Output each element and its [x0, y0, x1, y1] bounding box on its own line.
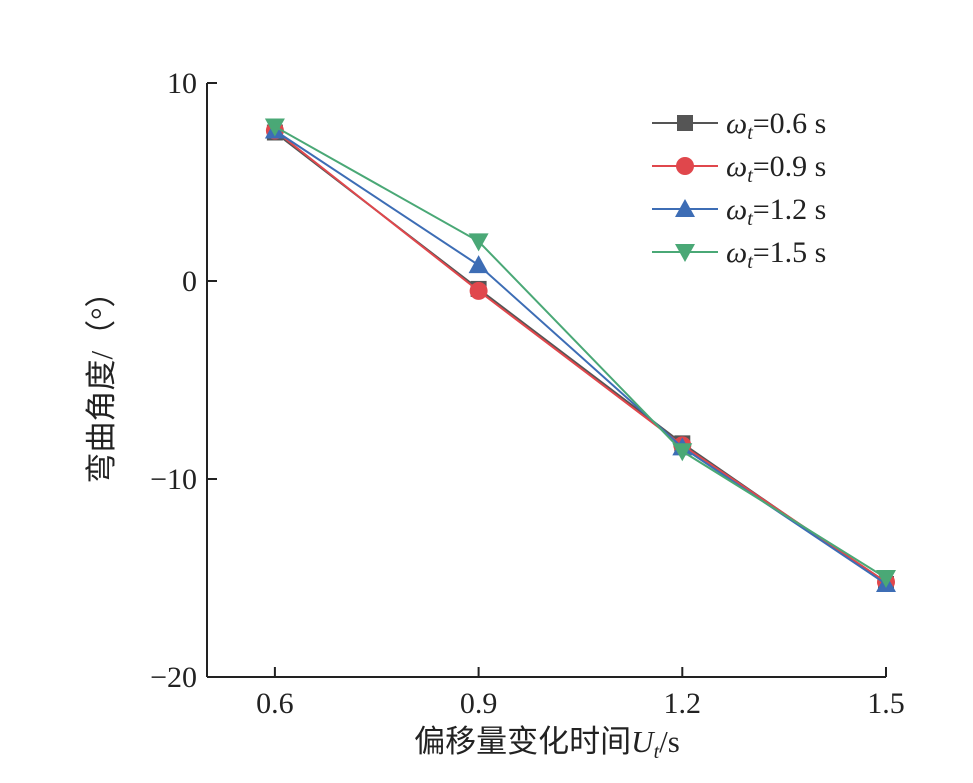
legend-subscript: t — [747, 165, 753, 187]
y-tick-label: −20 — [150, 661, 197, 694]
legend-value: =0.6 s — [753, 107, 827, 140]
y-tick-label: −10 — [150, 463, 197, 496]
data-point — [468, 233, 489, 252]
x-axis-title-sub: t — [654, 741, 660, 763]
legend-item: ωt=0.9 s — [652, 150, 826, 187]
x-axis-title-unit: /s — [659, 724, 680, 759]
legend-marker — [675, 244, 695, 262]
axes — [206, 83, 886, 678]
legend-value: =0.9 s — [753, 150, 827, 183]
legend-label: ωt=1.2 s — [726, 193, 826, 230]
y-tick-label: 10 — [167, 67, 197, 100]
data-point — [672, 443, 693, 462]
x-tick-label: 1.2 — [664, 687, 702, 720]
x-axis-title-var: U — [631, 724, 656, 759]
x-tick-label: 1.5 — [867, 687, 905, 720]
x-tick-label: 0.6 — [256, 687, 294, 720]
legend-marker — [676, 157, 694, 175]
legend-label: ωt=1.5 s — [726, 236, 826, 273]
legend-symbol: ω — [726, 107, 747, 140]
legend-subscript: t — [747, 122, 753, 144]
y-tick-label: 0 — [182, 265, 197, 298]
legend-label: ωt=0.9 s — [726, 150, 826, 187]
series-group — [264, 118, 896, 592]
y-ticks: 10 0 −10 −20 — [150, 67, 217, 694]
legend-symbol: ω — [726, 193, 747, 226]
x-tick-label: 0.9 — [460, 687, 498, 720]
legend-marker — [677, 115, 693, 131]
legend-label: ωt=0.6 s — [726, 107, 826, 144]
data-point — [469, 281, 488, 300]
legend-symbol: ω — [726, 236, 747, 269]
legend-value: =1.2 s — [753, 193, 827, 226]
legend-marker — [675, 199, 695, 217]
series-3 — [264, 120, 896, 592]
legend-item: ωt=1.5 s — [652, 236, 826, 273]
data-point — [264, 118, 285, 137]
legend-item: ωt=0.6 s — [652, 107, 826, 144]
x-axis-title: 偏移量变化时间Ut/s — [414, 724, 680, 763]
legend-symbol: ω — [726, 150, 747, 183]
legend-subscript: t — [747, 251, 753, 273]
series-line — [274, 125, 887, 579]
x-axis-title-prefix: 偏移量变化时间 — [414, 724, 631, 759]
data-point — [468, 255, 489, 274]
legend-item: ωt=1.2 s — [652, 193, 826, 230]
y-axis-title: 弯曲角度/（°） — [84, 276, 119, 483]
legend-subscript: t — [747, 208, 753, 230]
x-ticks: 0.6 0.9 1.2 1.5 — [256, 667, 905, 720]
legend-value: =1.5 s — [753, 236, 827, 269]
series-4 — [264, 118, 896, 588]
data-point — [876, 570, 896, 588]
legend: ωt=0.6 sωt=0.9 sωt=1.2 sωt=1.5 s — [652, 107, 826, 273]
